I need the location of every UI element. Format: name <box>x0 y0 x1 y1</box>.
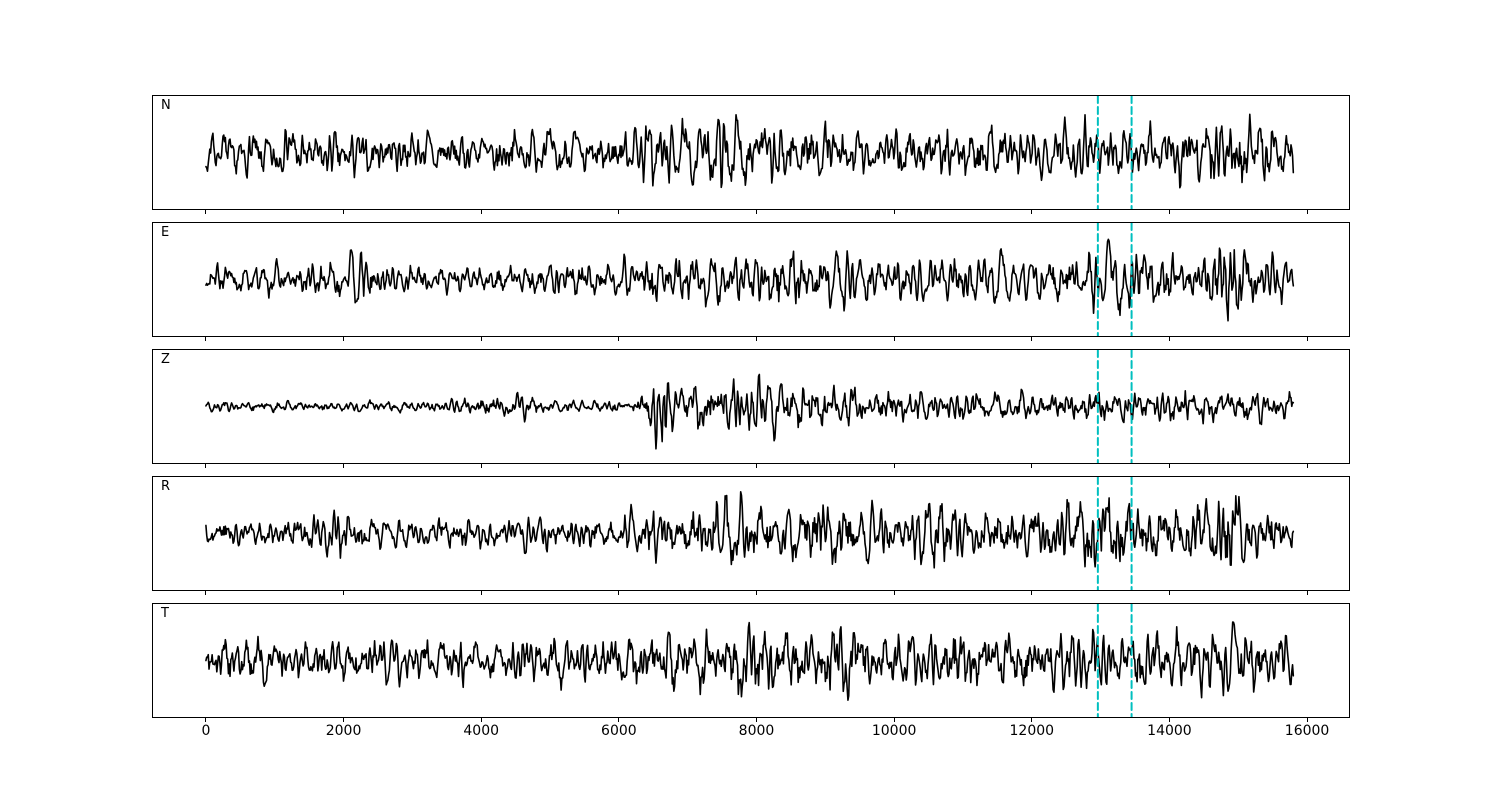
waveform-canvas-z <box>153 350 1349 463</box>
x-tick-mark <box>893 591 895 595</box>
waveform-panel-z: Z <box>152 349 1350 464</box>
x-tick-label: 6000 <box>601 723 637 739</box>
x-tick-mark <box>480 337 482 341</box>
x-tick-mark <box>893 464 895 468</box>
waveform-panel-n: N <box>152 95 1350 210</box>
x-tick-mark <box>1306 591 1308 595</box>
x-tick-mark <box>756 591 757 595</box>
x-tick-label: 10000 <box>871 723 917 739</box>
panel-label-e: E <box>161 225 170 240</box>
x-tick-mark <box>205 464 207 468</box>
x-tick-mark <box>1168 337 1170 341</box>
waveform-canvas-n <box>153 96 1349 209</box>
x-tick-label: 12000 <box>1009 723 1055 739</box>
x-tick-mark <box>480 718 482 722</box>
x-tick-mark <box>893 337 895 341</box>
x-tick-mark <box>893 210 895 214</box>
waveform-canvas-r <box>153 477 1349 590</box>
x-tick-mark <box>756 464 757 468</box>
x-tick-mark <box>205 591 207 595</box>
x-tick-mark <box>1031 464 1033 468</box>
panel-label-n: N <box>161 98 171 113</box>
x-tick-mark <box>756 210 757 214</box>
x-tick-mark <box>343 718 345 722</box>
x-tick-mark <box>343 591 345 595</box>
x-tick-mark <box>1306 464 1308 468</box>
waveform-canvas-e <box>153 223 1349 336</box>
x-tick-mark <box>205 718 207 722</box>
x-tick-mark <box>1168 210 1170 214</box>
x-tick-mark <box>1306 337 1308 341</box>
x-tick-mark <box>1031 591 1033 595</box>
x-tick-mark <box>1168 718 1170 722</box>
x-tick-mark <box>893 718 895 722</box>
x-tick-mark <box>618 464 620 468</box>
x-tick-mark <box>1306 718 1308 722</box>
x-tick-label: 8000 <box>738 723 775 739</box>
x-tick-mark <box>756 718 757 722</box>
x-tick-mark <box>618 591 620 595</box>
x-tick-mark <box>343 337 345 341</box>
x-tick-mark <box>480 591 482 595</box>
x-tick-mark <box>1031 718 1033 722</box>
waveform-canvas-t <box>153 604 1349 717</box>
x-tick-mark <box>205 210 207 214</box>
x-tick-mark <box>1031 337 1033 341</box>
waveform-panel-t: T <box>152 603 1350 718</box>
x-tick-label: 14000 <box>1147 723 1192 739</box>
waveform-panel-r: R <box>152 476 1350 591</box>
waveform-panel-e: E <box>152 222 1350 337</box>
x-tick-mark <box>205 337 207 341</box>
x-tick-label: 2000 <box>325 723 362 739</box>
x-tick-mark <box>1031 210 1033 214</box>
x-tick-mark <box>480 210 482 214</box>
x-tick-mark <box>618 337 620 341</box>
x-tick-label: 16000 <box>1284 723 1330 739</box>
x-tick-mark <box>756 337 757 341</box>
x-tick-mark <box>1168 591 1170 595</box>
x-tick-mark <box>618 718 620 722</box>
panel-label-r: R <box>161 479 171 494</box>
x-tick-mark <box>618 210 620 214</box>
x-tick-mark <box>343 210 345 214</box>
x-tick-mark <box>480 464 482 468</box>
x-tick-mark <box>1306 210 1308 214</box>
x-tick-mark <box>1168 464 1170 468</box>
x-tick-mark <box>343 464 345 468</box>
x-tick-label: 4000 <box>463 723 500 739</box>
panel-label-z: Z <box>161 352 170 367</box>
panel-label-t: T <box>161 606 169 621</box>
x-tick-label: 0 <box>201 723 211 739</box>
